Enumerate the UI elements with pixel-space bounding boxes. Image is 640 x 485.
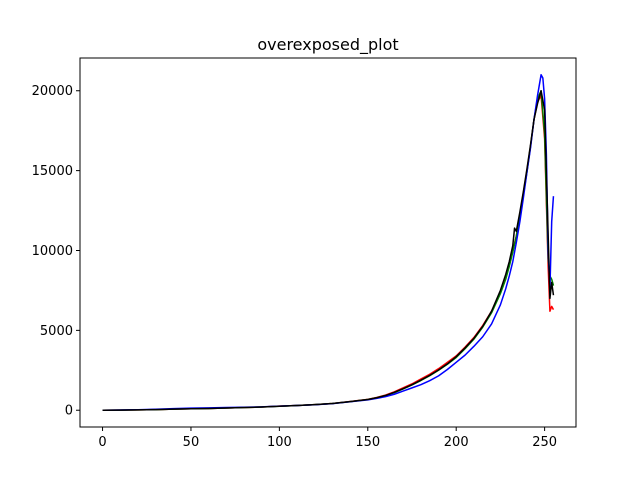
chart-title: overexposed_plot (257, 35, 398, 55)
x-tick-label: 200 (444, 435, 469, 450)
y-tick-label: 5000 (40, 324, 73, 339)
series-line-4 (102, 90, 555, 411)
axes-layer: 0 50 100 150 200 250 0 5000 10000 15000 20000 (32, 57, 577, 450)
y-tick-label: 10000 (32, 244, 73, 259)
x-tick-label: 50 (183, 435, 200, 450)
x-tick-label: 100 (267, 435, 292, 450)
y-tick-label: 20000 (32, 84, 73, 99)
y-tick-label: 15000 (32, 164, 73, 179)
y-tick-label: 0 (65, 404, 73, 419)
x-tick-label: 150 (355, 435, 380, 450)
x-tick-label: 250 (532, 435, 557, 450)
series-layer (102, 74, 555, 411)
x-tick-label: 0 (98, 435, 106, 450)
plot-frame (79, 57, 577, 428)
